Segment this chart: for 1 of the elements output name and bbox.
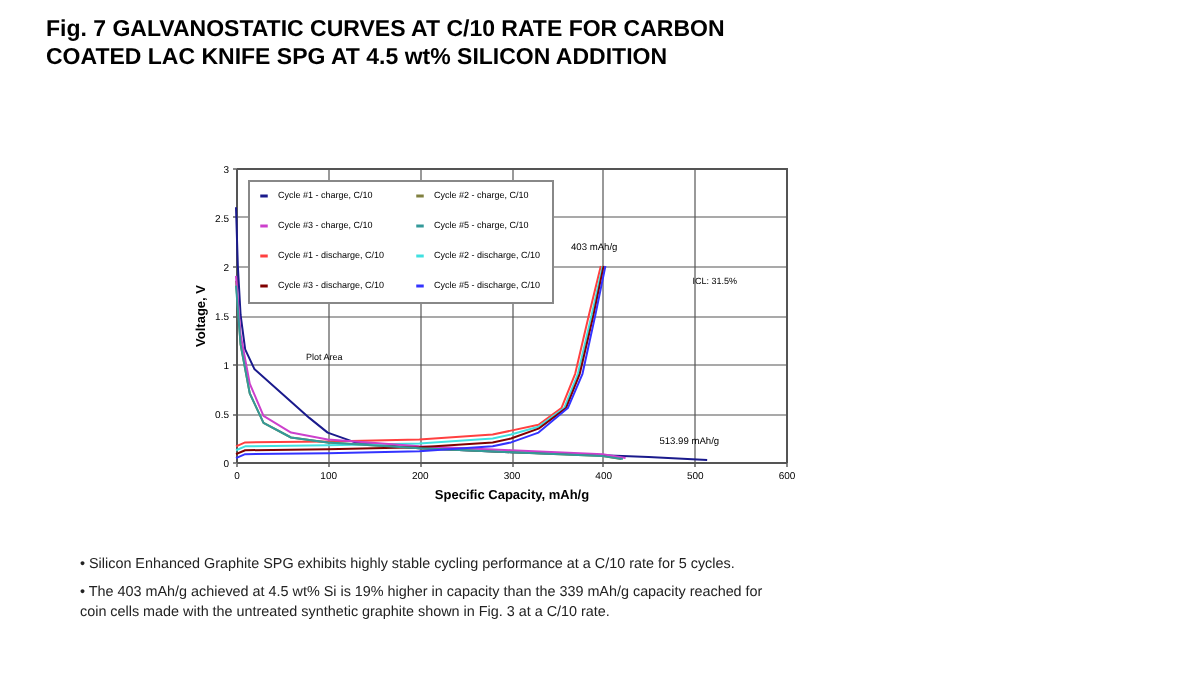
chart-title: Fig. 7 GALVANOSTATIC CURVES AT C/10 RATE FOR CARBON COATED LAC KNIFE SPG AT 4.5 wt% SILICON ADDITION: [46, 18, 725, 70]
